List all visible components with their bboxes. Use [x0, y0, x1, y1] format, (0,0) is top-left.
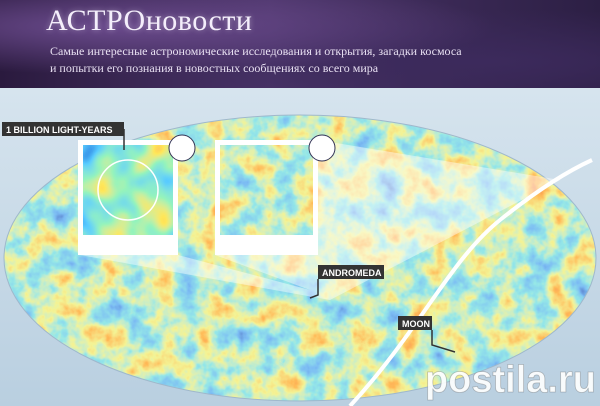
- inset-map: [220, 145, 313, 235]
- logo: [308, 134, 336, 162]
- label-box: [318, 265, 384, 279]
- logo: [168, 134, 196, 162]
- label-box: [2, 122, 124, 136]
- site-header: АСТРОновости Самые интересные астрономич…: [0, 0, 600, 88]
- leader-line: [309, 279, 319, 299]
- label-box: [398, 316, 432, 330]
- inset-circle: [97, 159, 159, 221]
- map-outline: [3, 114, 597, 402]
- andromeda-label: ANDROMEDA: [322, 268, 382, 278]
- leader-line: [431, 330, 456, 353]
- cmb-image: 1 BILLION LIGHT-YEARS ANDROMEDA MOON pos…: [0, 88, 600, 406]
- watermark: postila.ru: [425, 359, 596, 401]
- site-subtitle: и попытки его познания в новостных сообщ…: [50, 61, 379, 75]
- site-title[interactable]: АСТРОновости: [46, 4, 253, 37]
- moon-label: MOON: [402, 319, 430, 329]
- scale-label: 1 BILLION LIGHT-YEARS: [6, 125, 113, 135]
- projection-wedge: [80, 140, 560, 300]
- inset-map: [83, 145, 173, 235]
- ecliptic-line: [348, 158, 593, 406]
- site-subtitle: Самые интересные астрономические исследо…: [50, 44, 462, 58]
